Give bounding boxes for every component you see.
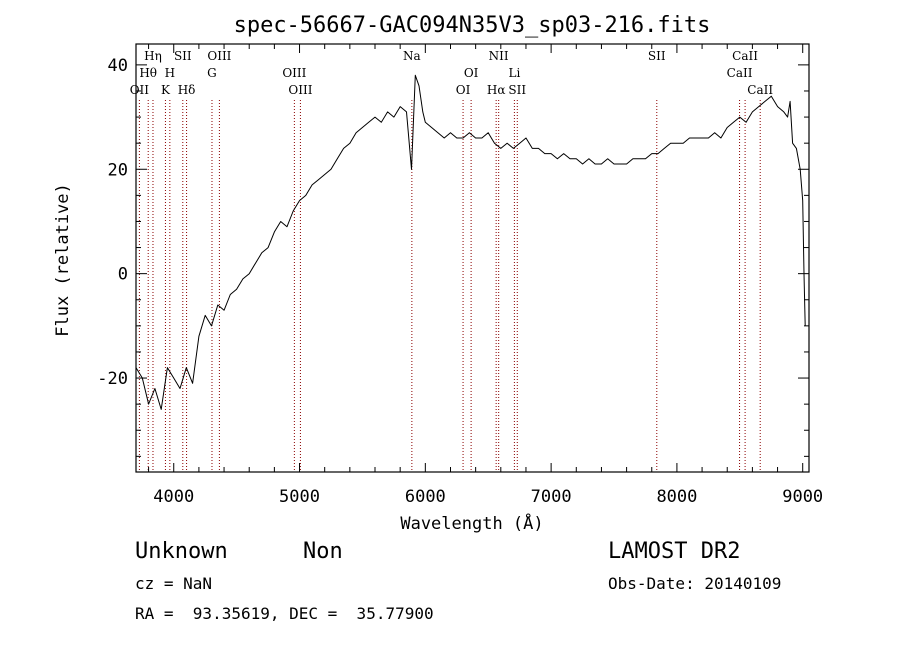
chart-title: spec-56667-GAC094N35V3_sp03-216.fits bbox=[234, 13, 711, 38]
spectral-line-label: CaII bbox=[727, 66, 753, 80]
x-tick-label: 9000 bbox=[782, 487, 823, 507]
spectral-line-label: K bbox=[161, 83, 171, 97]
spectral-line-label: NII bbox=[489, 49, 509, 63]
x-axis-label: Wavelength (Å) bbox=[400, 512, 543, 534]
spectral-line-label: CaII bbox=[747, 83, 773, 97]
spectrum-line bbox=[135, 74, 806, 410]
spectral-line-label: SII bbox=[508, 83, 526, 97]
spectral-line-label: OII bbox=[130, 83, 150, 97]
spectral-line-label: Hη bbox=[144, 49, 162, 63]
spectral-line-label: Na bbox=[403, 49, 421, 63]
x-tick-label: 6000 bbox=[405, 487, 446, 507]
spectrum-series bbox=[135, 74, 806, 410]
redshift-value: cz = NaN bbox=[135, 574, 213, 593]
spectral-line-label: CaII bbox=[732, 49, 758, 63]
spectral-line-label: OIII bbox=[207, 49, 231, 63]
x-tick-label: 4000 bbox=[153, 487, 194, 507]
y-axis-label: Flux (relative) bbox=[53, 183, 73, 337]
x-tick-label: 5000 bbox=[279, 487, 320, 507]
axis-ticks: 4000 5000 6000 7000 8000 9000 -20 0 20 40 bbox=[97, 44, 823, 507]
y-tick-label: 20 bbox=[108, 160, 128, 180]
spectral-line-label: SII bbox=[174, 49, 192, 63]
spectral-line-label: G bbox=[207, 66, 217, 80]
spectral-line-label: OIII bbox=[288, 83, 312, 97]
survey-name: LAMOST DR2 bbox=[608, 539, 741, 564]
object-class: Unknown bbox=[135, 539, 228, 564]
x-tick-label: 7000 bbox=[531, 487, 572, 507]
plot-frame bbox=[135, 43, 810, 473]
coordinates: RA = 93.35619, DEC = 35.77900 bbox=[135, 604, 434, 623]
y-tick-label: -20 bbox=[97, 369, 128, 389]
spectral-line-label: Hδ bbox=[178, 83, 196, 97]
y-tick-label: 0 bbox=[118, 265, 128, 285]
spectral-line-label: SII bbox=[648, 49, 666, 63]
spectral-line-label: Li bbox=[508, 66, 520, 80]
spectral-line-label: H bbox=[165, 66, 175, 80]
object-subclass: Non bbox=[303, 539, 343, 564]
y-tick-label: 40 bbox=[108, 56, 128, 76]
spectral-line-label: OI bbox=[456, 83, 471, 97]
spectral-line-label: Hθ bbox=[139, 66, 157, 80]
x-tick-label: 8000 bbox=[656, 487, 697, 507]
spectral-line-label: OI bbox=[464, 66, 479, 80]
spectral-line-label: Hα bbox=[487, 83, 506, 97]
obs-date: Obs-Date: 20140109 bbox=[608, 574, 782, 593]
spectral-line-markers: Hη Hθ OII KH SII Hδ OIII G OIII OIII Na OI OI NII HαLi… bbox=[130, 49, 773, 472]
spectral-line-label: OIII bbox=[282, 66, 306, 80]
